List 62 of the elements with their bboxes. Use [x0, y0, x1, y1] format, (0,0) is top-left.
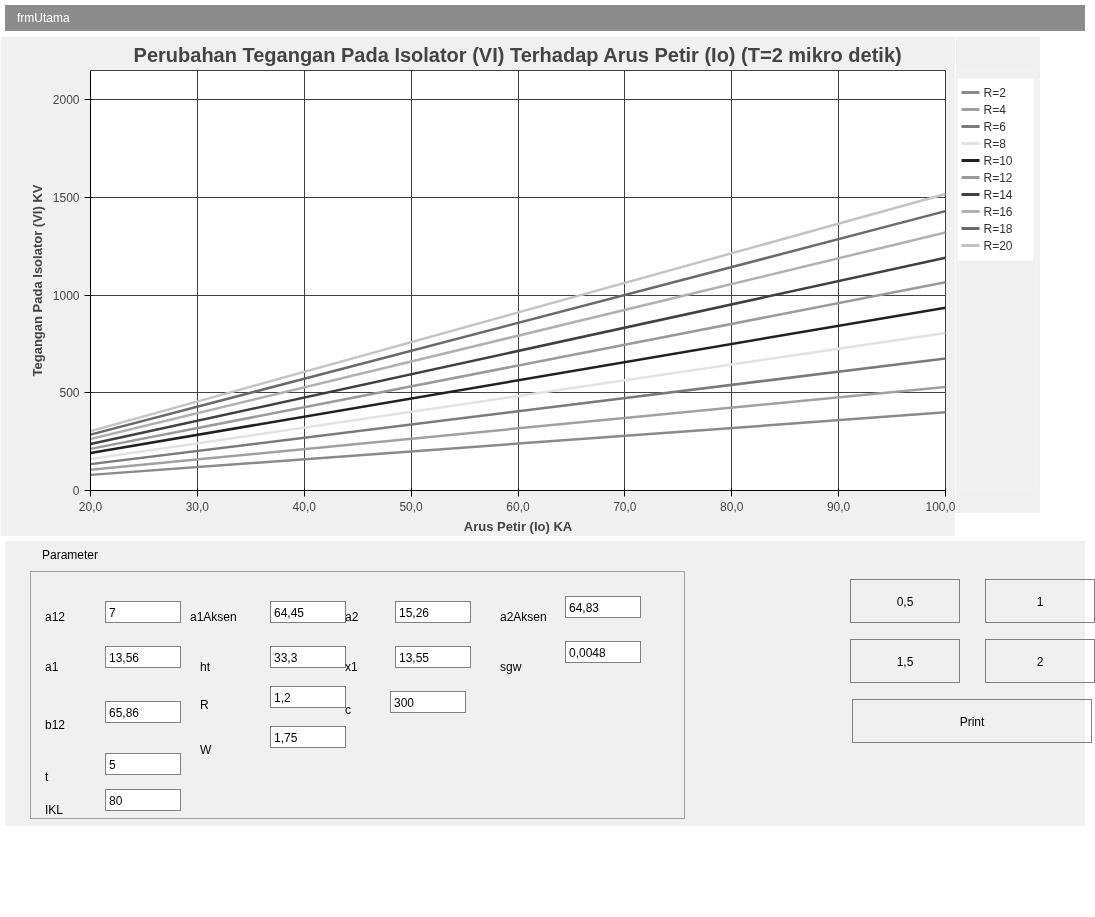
text: Print — [852, 699, 1092, 743]
legend-label: R=6 — [983, 119, 1007, 134]
text: 65,86 — [105, 701, 181, 723]
x-tick-label: 30,0 — [185, 499, 210, 514]
text: b12 — [45, 717, 66, 734]
text: 7 — [105, 601, 181, 623]
text: 13,55 — [395, 646, 471, 668]
x-tick-label: 70,0 — [613, 499, 637, 514]
text: c — [345, 702, 351, 719]
y-tick-label: 1500 — [52, 190, 80, 205]
legend-label: R=14 — [983, 187, 1013, 202]
legend-label: R=12 — [983, 170, 1013, 185]
text: 64,45 — [270, 601, 346, 623]
text: 1 — [985, 579, 1095, 623]
legend-label: R=18 — [983, 221, 1013, 236]
text: sgw — [500, 659, 522, 676]
text: Parameter — [40, 547, 101, 565]
legend-label: R=16 — [983, 204, 1013, 219]
text: W — [200, 742, 212, 759]
text: IKL — [45, 802, 64, 819]
text: t — [45, 769, 49, 786]
text: 1,75 — [270, 726, 346, 748]
text: 300 — [390, 691, 466, 713]
text: 1,2 — [270, 686, 346, 708]
legend-label: R=10 — [983, 153, 1013, 168]
text: a1Aksen — [190, 609, 237, 626]
text: 0,5 — [850, 579, 960, 623]
y-tick-label: 1000 — [52, 288, 80, 303]
text: a2Aksen — [500, 609, 547, 626]
text: 2 — [985, 639, 1095, 683]
text: a1 — [45, 659, 59, 676]
x-tick-label: 100,0 — [925, 499, 956, 514]
legend-label: R=8 — [983, 136, 1007, 151]
text: x1 — [345, 659, 358, 676]
text: a2 — [345, 609, 359, 626]
x-axis-title: Arus Petir (Io) KA — [463, 518, 573, 534]
text: frmUtama — [5, 5, 1085, 31]
y-tick-label: 0 — [72, 484, 80, 498]
text: 13,56 — [105, 646, 181, 668]
y-axis-title: Tegangan Pada Isolator (VI) KV — [29, 184, 45, 377]
chart-title: Perubahan Tegangan Pada Isolator (VI) Terhadap Arus Petir (Io) (T=2 mikro detik) — [133, 43, 902, 66]
x-tick-label: 20,0 — [78, 499, 103, 514]
text: 80 — [105, 789, 181, 811]
legend-label: R=4 — [983, 102, 1007, 117]
text: 0,0048 — [565, 641, 641, 663]
x-tick-label: 50,0 — [399, 499, 424, 514]
legend-label: R=20 — [983, 238, 1013, 253]
text: 5 — [105, 753, 181, 775]
y-tick-label: 2000 — [52, 93, 80, 108]
text: ht — [200, 659, 211, 676]
text: 64,83 — [565, 596, 641, 618]
text: 1,5 — [850, 639, 960, 683]
text: a12 — [45, 609, 66, 626]
x-tick-label: 90,0 — [826, 499, 851, 514]
x-tick-label: 60,0 — [506, 499, 530, 514]
text: 15,26 — [395, 601, 471, 623]
legend-label: R=2 — [983, 85, 1007, 100]
text: R — [200, 697, 209, 714]
x-tick-label: 80,0 — [720, 499, 744, 514]
text: 33,3 — [270, 646, 346, 668]
x-tick-label: 40,0 — [292, 499, 317, 514]
y-tick-label: 500 — [59, 386, 80, 401]
